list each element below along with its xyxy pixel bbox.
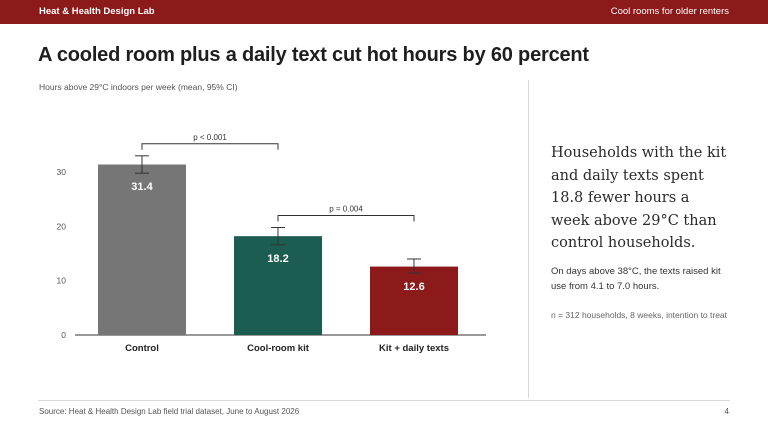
y-tick-label: 10 [57,276,67,286]
vertical-divider [528,80,529,398]
top-banner: Heat & Health Design Lab Cool rooms for … [0,0,768,24]
x-tick-label: Control [125,343,159,354]
y-tick-label: 0 [61,330,66,340]
significance-label: p = 0.004 [329,204,363,213]
callout-headline: Households with the kit and daily texts … [551,145,727,251]
bar-value-label: 18.2 [267,253,288,265]
topic-label: Cool rooms for older renters [610,6,729,17]
x-tick-label: Kit + daily texts [379,343,449,354]
page-title: A cooled room plus a daily text cut hot … [38,44,589,66]
bar-value-label: 31.4 [131,181,153,193]
bar [370,266,458,335]
x-tick-label: Cool-room kit [247,343,310,354]
footer-divider [38,400,730,401]
sample-note: n = 312 households, 8 weeks, intention t… [551,310,728,320]
org-name: Heat & Health Design Lab [39,6,155,17]
bar-chart: 0 10 20 30 31.4 Control 18.2 Cool-room kit 12.6 K… [57,133,486,354]
bar-value-label: 12.6 [403,281,424,293]
chart-subtitle: Hours above 29°C indoors per week (mean,… [39,82,238,92]
y-tick-label: 30 [57,167,67,177]
significance-label: p < 0.001 [193,133,227,142]
source-note: Source: Heat & Health Design Lab field t… [39,407,300,416]
bar [98,164,186,335]
significance-bracket [277,214,415,222]
significance-bracket [141,143,279,150]
callout-detail: On days above 38°C, the texts raised kit… [551,266,721,292]
page-number: 4 [724,407,729,416]
bar [234,236,322,335]
y-tick-label: 20 [57,221,67,231]
